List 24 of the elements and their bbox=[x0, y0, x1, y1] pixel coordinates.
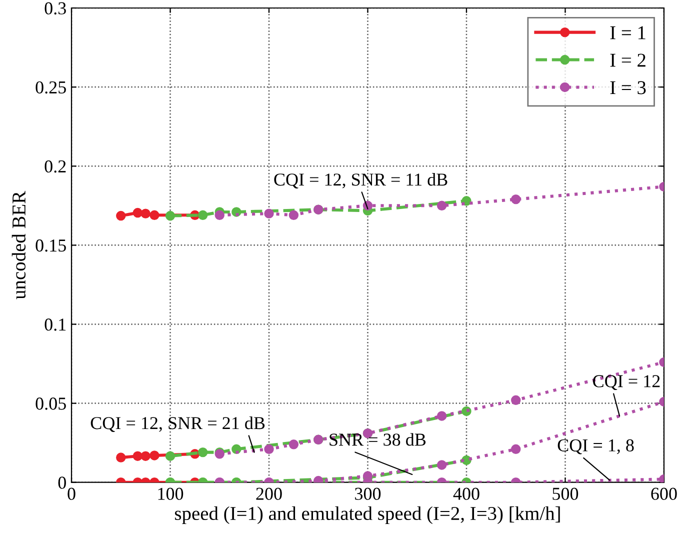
x-axis-title: speed (I=1) and emulated speed (I=2, I=3) [km/h] bbox=[174, 506, 560, 524]
x-tick-label: 0 bbox=[68, 488, 76, 500]
y-tick-label: 0.3 bbox=[44, 2, 66, 15]
y-tick-label: 0.1 bbox=[44, 318, 66, 331]
x-tick-label: 600 bbox=[651, 488, 677, 500]
x-tick-label: 200 bbox=[256, 488, 282, 500]
legend-label: I = 3 bbox=[610, 81, 646, 94]
x-tick-label: 400 bbox=[453, 488, 480, 500]
annotation: CQI = 12, SNR = 11 dB bbox=[274, 172, 448, 188]
annotation: CQI = 12, SNR = 21 dB bbox=[90, 416, 265, 432]
y-axis-title: uncoded BER bbox=[12, 190, 26, 300]
x-tick-label: 500 bbox=[552, 488, 578, 500]
y-tick-label: 0.05 bbox=[36, 398, 66, 410]
x-tick-label: 100 bbox=[158, 488, 184, 500]
legend-label: I = 1 bbox=[610, 26, 646, 40]
y-tick-label: 0.2 bbox=[44, 160, 66, 173]
annotation: CQI = 12 bbox=[593, 375, 660, 390]
y-tick-label: 0.25 bbox=[36, 81, 66, 94]
y-tick-label: 0.15 bbox=[36, 239, 66, 252]
legend-label: I = 2 bbox=[610, 54, 646, 67]
annotation: CQI = 1, 8 bbox=[558, 439, 634, 454]
annotation: SNR = 38 dB bbox=[330, 433, 426, 446]
x-tick-label: 300 bbox=[355, 488, 381, 500]
y-tick-label: 0 bbox=[58, 476, 66, 489]
